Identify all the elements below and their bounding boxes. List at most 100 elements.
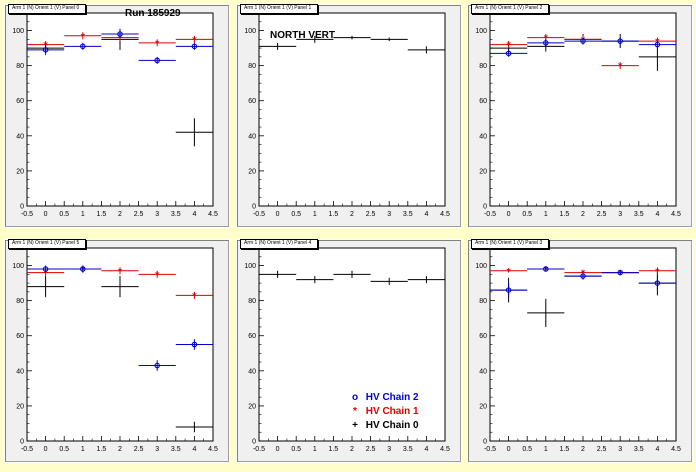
circle-marker	[117, 31, 123, 37]
circle-marker	[580, 38, 586, 44]
y-tick-label: 0	[20, 204, 24, 211]
y-tick-label: 100	[244, 28, 256, 35]
x-tick-label: 1.5	[329, 211, 339, 218]
x-tick-label: 3	[155, 446, 159, 453]
circle-marker	[617, 38, 623, 44]
circle-marker	[80, 266, 86, 272]
y-tick-label: 0	[483, 439, 487, 446]
data-point-hv-chain-2	[564, 272, 602, 280]
x-tick-label: 4	[655, 211, 659, 218]
y-tick-label: 40	[248, 368, 256, 375]
data-point-hv-chain-0	[333, 35, 371, 40]
x-tick-label: 2	[350, 211, 354, 218]
x-tick-label: 2.5	[597, 211, 607, 218]
y-tick-label: 0	[20, 439, 24, 446]
legend-label: HV Chain 0	[365, 420, 419, 431]
x-tick-label: 0	[44, 211, 48, 218]
x-tick-label: 1.5	[97, 211, 107, 218]
legend-item-chain1: * HV Chain 1	[347, 405, 419, 419]
circle-marker	[154, 362, 160, 369]
y-tick-label: 60	[16, 333, 24, 340]
x-tick-label: 2	[118, 211, 122, 218]
circle-marker	[80, 43, 86, 50]
x-tick-label: 3.5	[403, 446, 413, 453]
x-tick-label: 0	[44, 446, 48, 453]
x-tick-label: 4	[192, 446, 196, 453]
north-vert-label: NORTH VERT	[270, 30, 335, 41]
y-tick-label: 100	[475, 28, 487, 35]
y-tick-label: 20	[16, 403, 24, 410]
data-point-hv-chain-1: *	[175, 35, 213, 46]
data-point-hv-chain-2	[601, 37, 639, 45]
y-tick-label: 100	[12, 28, 24, 35]
x-tick-label: 2	[581, 446, 585, 453]
x-tick-label: 0.5	[522, 446, 532, 453]
data-point-hv-chain-0	[259, 270, 297, 278]
plot-frame	[258, 247, 446, 442]
x-tick-label: 2	[350, 446, 354, 453]
legend-item-chain2: o HV Chain 2	[347, 391, 419, 405]
data-point-hv-chain-2	[64, 42, 102, 50]
pad-panel-2: -0.500.511.522.533.544.5020406080100****…	[467, 4, 693, 228]
circle-marker	[42, 47, 49, 53]
x-tick-label: 1.5	[329, 446, 339, 453]
data-point-hv-chain-0	[175, 118, 213, 147]
star-marker: *	[43, 269, 48, 279]
y-tick-label: 60	[479, 98, 487, 105]
x-tick-label: 1	[81, 446, 85, 453]
y-tick-label: 80	[479, 63, 487, 70]
x-tick-label: 4	[192, 211, 196, 218]
y-tick-label: 40	[479, 368, 487, 375]
x-tick-label: 1	[81, 211, 85, 218]
y-tick-label: 40	[479, 133, 487, 140]
pad-panel-4: -0.5 0 0.5 1 1.5 2 2.5 3 3.5 4 4.5 0 20 40 60 80 100 Arm…	[236, 239, 462, 463]
legend-label: HV Chain 2	[365, 392, 419, 403]
run-label: Run 185929	[125, 8, 181, 19]
circle-marker	[154, 57, 160, 64]
y-tick-label: 20	[16, 168, 24, 175]
pad-title: Arm 1 (N) Orient 1 (V) Panel 0	[8, 4, 87, 14]
data-point-hv-chain-2	[175, 42, 213, 50]
x-tick-label: 2.5	[366, 211, 376, 218]
pad-panel-0: -0.5 0 0.5 1 1.5 2 2.5 3 3.5 4 4.5 0 20 40 60 80 100 * * * *…	[4, 4, 230, 228]
plot-frame	[258, 12, 446, 207]
data-point-hv-chain-1: *	[601, 62, 639, 72]
x-tick-label: 0	[507, 446, 511, 453]
pad-panel-1: -0.5 0 0.5 1 1.5 2 2.5 3 3.5 4 4.5 0 20 40 60 80 100 Arm…	[236, 4, 462, 228]
data-point-hv-chain-2	[490, 49, 528, 57]
x-tick-label: 0	[276, 211, 280, 218]
y-tick-label: 80	[248, 63, 256, 70]
star-marker: *	[118, 267, 123, 277]
circle-marker	[654, 280, 661, 286]
data-point-hv-chain-0	[333, 270, 371, 278]
plot-frame	[489, 12, 677, 207]
x-tick-label: 0.5	[59, 211, 69, 218]
x-tick-label: 4.5	[671, 211, 681, 218]
circle-marker	[543, 40, 549, 46]
y-tick-label: 100	[244, 263, 256, 270]
y-tick-label: 20	[248, 403, 256, 410]
legend-star-icon: *	[353, 406, 357, 417]
x-tick-label: -0.5	[484, 446, 496, 453]
x-tick-label: 3	[155, 211, 159, 218]
pad-title: Arm 1 (N) Orient 1 (V) Panel 1	[240, 4, 319, 14]
y-tick-label: 0	[252, 204, 256, 211]
x-tick-label: 4.5	[671, 446, 681, 453]
x-tick-label: 3.5	[634, 446, 644, 453]
y-tick-label: 20	[248, 168, 256, 175]
y-tick-label: 80	[248, 298, 256, 305]
y-tick-label: 40	[16, 368, 24, 375]
x-tick-label: -0.5	[253, 211, 265, 218]
data-point-hv-chain-0	[370, 277, 408, 285]
x-tick-label: 1.5	[560, 211, 570, 218]
x-tick-label: 4.5	[440, 211, 450, 218]
data-point-hv-chain-0	[296, 35, 334, 43]
circle-marker	[543, 266, 549, 272]
data-point-hv-chain-2	[175, 339, 213, 350]
y-tick-label: 40	[16, 133, 24, 140]
x-tick-label: 0	[507, 211, 511, 218]
x-tick-label: 2.5	[366, 446, 376, 453]
data-point-hv-chain-2	[101, 30, 139, 38]
data-point-hv-chain-2	[638, 41, 676, 49]
